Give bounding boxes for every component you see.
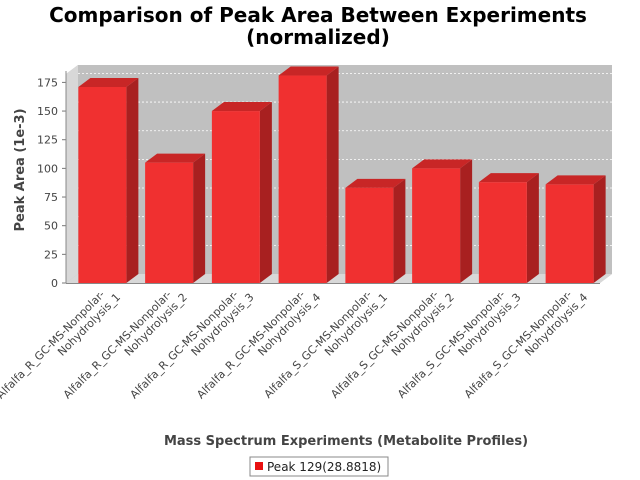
y-tick-label: 150 — [37, 105, 58, 118]
bar-top — [345, 178, 406, 188]
bar-side — [526, 173, 539, 283]
bar-side — [259, 102, 272, 283]
legend-box — [249, 456, 389, 477]
bar-side — [460, 159, 473, 283]
x-tick-label: Alfalfa_R_GC-MS-Nonpolar-Nohydrolysis_3 — [128, 282, 257, 411]
chart-title-line-1: Comparison of Peak Area Between Experime… — [49, 3, 587, 27]
y-axis-label: Peak Area (1e-3) — [13, 108, 28, 231]
bar-top — [412, 159, 473, 169]
bar-top — [78, 77, 139, 87]
legend-label: Peak 129(28.8818) — [267, 460, 381, 474]
y-tick-label: 100 — [37, 162, 58, 175]
x-tick-label: Alfalfa_S_GC-MS-Nonpolar-Nohydrolysis_1 — [262, 282, 390, 410]
bar — [145, 162, 194, 283]
legend: Peak 129(28.8818) — [249, 456, 389, 477]
bar-side — [326, 66, 339, 283]
legend-swatch — [255, 462, 263, 470]
bar-top — [278, 66, 339, 76]
y-tick-label: 75 — [44, 191, 58, 204]
bar-top — [478, 173, 539, 183]
y-tick-label: 175 — [37, 76, 58, 89]
x-tick-label: Alfalfa_R_GC-MS-Nonpolar-Nohydrolysis_4 — [194, 282, 323, 411]
bar — [78, 86, 127, 283]
bar-side — [593, 175, 606, 283]
bar — [278, 75, 327, 283]
plot-area: 0 25 50 75 100 125 150 175 Alfalfa_R_GC-MS-Nonpo… — [0, 65, 612, 411]
y-tick-label: 125 — [37, 134, 58, 147]
bar-side — [393, 178, 406, 283]
bar-side — [193, 153, 206, 283]
bar — [412, 168, 461, 283]
bar — [211, 111, 260, 283]
x-tick-label: Alfalfa_S_GC-MS-Nonpolar-Nohydrolysis_4 — [462, 282, 590, 410]
x-tick-label: Alfalfa_S_GC-MS-Nonpolar-Nohydrolysis_2 — [328, 282, 456, 410]
bar-side — [126, 77, 139, 283]
x-tick-label: Alfalfa_R_GC-MS-Nonpolar-Nohydrolysis_2 — [61, 282, 190, 411]
bar — [478, 182, 527, 283]
bar-top — [545, 175, 606, 185]
bar — [545, 184, 594, 283]
y-tick-label: 25 — [44, 248, 58, 261]
chart-title-line-2: (normalized) — [246, 25, 390, 49]
plot-floor — [66, 274, 612, 283]
bar-top — [211, 102, 272, 112]
plot-left-wall — [66, 65, 78, 283]
y-tick-label: 50 — [44, 220, 58, 233]
x-tick-label: Alfalfa_S_GC-MS-Nonpolar-Nohydrolysis_3 — [395, 282, 523, 410]
x-axis-label: Mass Spectrum Experiments (Metabolite Pr… — [164, 434, 528, 449]
bar — [345, 187, 394, 283]
y-tick-label: 0 — [51, 277, 58, 290]
bar-top — [145, 153, 206, 163]
